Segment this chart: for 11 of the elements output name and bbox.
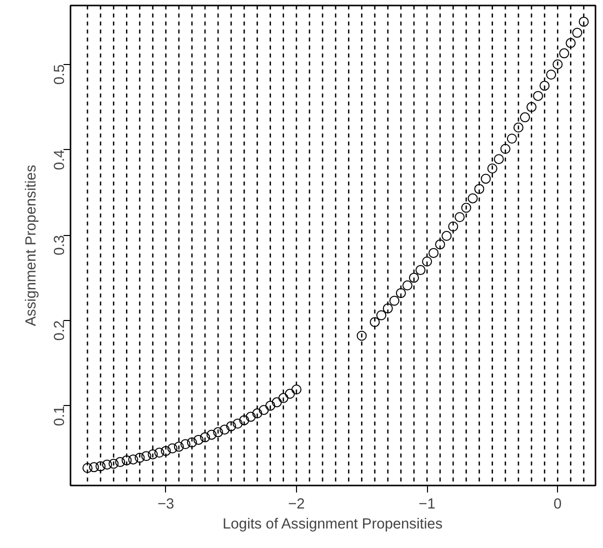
x-axis-title: Logits of Assignment Propensities bbox=[222, 516, 443, 532]
y-tick-label: 0.4 bbox=[52, 150, 68, 170]
x-tick-label: −2 bbox=[288, 496, 305, 512]
x-tick-label: 0 bbox=[554, 496, 562, 512]
x-tick-label: −3 bbox=[157, 496, 174, 512]
y-tick-label: 0.2 bbox=[52, 320, 68, 341]
x-tick-label: −1 bbox=[418, 496, 436, 512]
y-tick-label: 0.5 bbox=[52, 64, 68, 85]
y-axis-title: Assignment Propensities bbox=[24, 164, 40, 326]
y-tick-label: 0.3 bbox=[52, 235, 68, 256]
y-tick-label: 0.1 bbox=[52, 406, 68, 426]
